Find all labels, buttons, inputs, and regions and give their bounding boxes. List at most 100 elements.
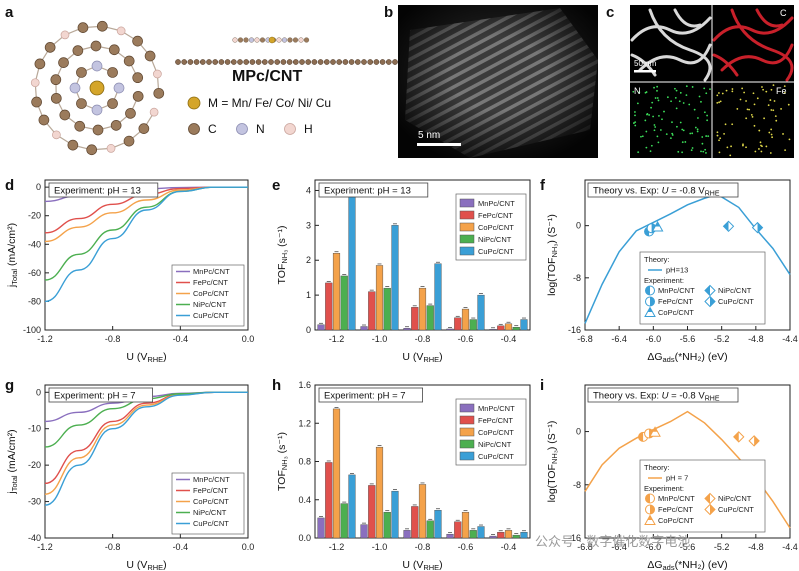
chart-i-legend-theory-label: Theory: bbox=[644, 463, 669, 472]
chart-e-y-tick-label: 2 bbox=[306, 255, 311, 265]
mpc-cnt-title: MPc/CNT bbox=[232, 68, 302, 85]
chart-i-legend-marker-mnpc-cnt bbox=[645, 493, 655, 504]
stem-scale-text: 5 nm bbox=[418, 130, 440, 141]
chart-e-bar-fepc-cnt bbox=[368, 291, 376, 331]
hydrogen-atom-icon bbox=[284, 123, 296, 135]
chart-g-x-tick-label: -1.2 bbox=[37, 542, 53, 552]
chart-e-x-tick-label: -1.0 bbox=[372, 334, 388, 344]
chart-f-marker-cupc-cnt bbox=[751, 221, 764, 234]
chart-e-bar-nipc-cnt bbox=[426, 305, 434, 331]
chart-h-bar-fepc-cnt bbox=[497, 532, 505, 539]
chart-g-legend-item: FePc/CNT bbox=[193, 486, 228, 495]
chart-h-bar-mnpc-cnt bbox=[360, 524, 368, 539]
eds-label-c: C bbox=[780, 8, 787, 18]
chart-e-bar-mnpc-cnt bbox=[489, 329, 497, 331]
chart-e-y-axis-label: TOFNH₃ (s⁻¹) bbox=[276, 226, 289, 285]
chart-i-title-box bbox=[587, 387, 739, 403]
chart-f-legend-marker-cupc-cnt bbox=[704, 295, 716, 308]
chart-e-legend-swatch bbox=[459, 198, 475, 208]
chart-f-x-tick-label: -6.0 bbox=[646, 334, 662, 344]
chart-e: -1.2 -1.0 -0.8 -0.6 -0.4 0 1 2 3 4 Experiment: pH … bbox=[276, 179, 531, 364]
chart-h-bar-cupc-cnt bbox=[348, 474, 356, 539]
chart-h-bar-copc-cnt bbox=[504, 530, 513, 539]
chart-h-bar-fepc-cnt bbox=[411, 506, 419, 539]
chart-h-bar-cupc-cnt bbox=[477, 526, 485, 539]
chart-h-y-tick-label: 1.6 bbox=[298, 380, 311, 390]
chart-d-series-cupc-cnt bbox=[44, 186, 248, 303]
chart-e-bar-cupc-cnt bbox=[348, 190, 356, 331]
chart-e-bar-mnpc-cnt bbox=[360, 326, 368, 331]
chart-i-marker-nipc-cnt bbox=[733, 431, 745, 443]
chart-h-title-box bbox=[318, 387, 423, 403]
chart-i-x-tick-label: -5.6 bbox=[680, 542, 696, 552]
chart-g-x-tick-label: -0.4 bbox=[173, 542, 189, 552]
chart-e-bar-fepc-cnt bbox=[454, 317, 462, 331]
chart-h-bar-nipc-cnt bbox=[340, 503, 348, 539]
chart-f-x-axis-label: ΔGads(*NH₂) (eV) bbox=[647, 351, 727, 364]
chart-h-y-tick-label: 0.8 bbox=[298, 457, 311, 467]
eds-haadf-map bbox=[630, 8, 712, 82]
chart-f-x-tick-label: -6.4 bbox=[611, 334, 627, 344]
chart-i-legend bbox=[639, 459, 766, 533]
chart-i-y-tick-label: 0 bbox=[576, 427, 581, 437]
chart-i-legend-item: MnPc/CNT bbox=[658, 494, 695, 503]
chart-e-bar-nipc-cnt bbox=[512, 327, 520, 331]
chart-h-bar-cupc-cnt bbox=[391, 490, 399, 539]
chart-e-title-box bbox=[318, 182, 429, 198]
chart-i-legend-item: NiPc/CNT bbox=[718, 494, 752, 503]
chart-e-legend-swatch bbox=[459, 222, 475, 232]
chart-i-x-axis-label: ΔGads(*NH₂) (eV) bbox=[647, 559, 727, 571]
chart-e-bar-copc-cnt bbox=[375, 265, 384, 331]
chart-e-title: Experiment: pH = 13 bbox=[324, 186, 411, 197]
chart-h-y-tick-label: 1.2 bbox=[298, 418, 311, 428]
panel-label-i: i bbox=[540, 377, 544, 394]
chart-i-legend-item: CoPc/CNT bbox=[658, 516, 694, 525]
chart-e-bar-nipc-cnt bbox=[469, 319, 477, 331]
chart-f-title: Theory vs. Exp: U = -0.8 VRHE bbox=[593, 186, 720, 198]
chart-g-series-cupc-cnt bbox=[44, 391, 248, 506]
chart-f-y-tick-label: -16 bbox=[568, 325, 581, 335]
chart-i-legend-marker-fepc-cnt bbox=[645, 504, 655, 515]
eds-iron-map bbox=[716, 84, 791, 157]
chart-d-legend-item: CuPc/CNT bbox=[193, 311, 229, 320]
chart-e-bar-copc-cnt bbox=[504, 323, 513, 331]
stem-scale-bar bbox=[417, 143, 461, 146]
chart-f-y-axis-label: log(TOFNH₃) (S⁻¹) bbox=[546, 214, 559, 296]
chart-e-bar-nipc-cnt bbox=[340, 275, 348, 331]
chart-i-x-tick-label: -6.8 bbox=[577, 542, 593, 552]
chart-g-y-tick-label: 0 bbox=[36, 387, 41, 397]
chart-f-x-tick-label: -5.6 bbox=[680, 334, 696, 344]
chart-d-x-tick-label: -1.2 bbox=[37, 334, 53, 344]
chart-d-legend-item: MnPc/CNT bbox=[193, 267, 230, 276]
chart-i-marker-copc-cnt bbox=[649, 426, 661, 437]
chart-d-y-tick-label: 0 bbox=[36, 182, 41, 192]
chart-i-x-tick-label: -6.4 bbox=[611, 542, 627, 552]
chart-d-title: Experiment: pH = 13 bbox=[54, 186, 141, 197]
chart-f-legend-theory-label: Theory: bbox=[644, 255, 669, 264]
chart-i-title: Theory vs. Exp: U = -0.8 VRHE bbox=[593, 391, 720, 403]
chart-g-legend-item: MnPc/CNT bbox=[193, 475, 230, 484]
chart-e-bar-copc-cnt bbox=[418, 287, 427, 331]
chart-e-x-tick-label: -1.2 bbox=[329, 334, 345, 344]
chart-h-x-axis-label: U (VRHE) bbox=[402, 559, 442, 571]
chart-h-title: Experiment: pH = 7 bbox=[324, 391, 406, 402]
chart-h-legend-swatch bbox=[459, 415, 475, 425]
chart-f-legend-marker-nipc-cnt bbox=[704, 284, 716, 297]
chart-f-marker-copc-cnt bbox=[651, 220, 664, 232]
chart-e-y-tick-label: 1 bbox=[306, 290, 311, 300]
chart-g-x-tick-label: -0.8 bbox=[105, 542, 121, 552]
chart-i-legend-item: CuPc/CNT bbox=[718, 505, 754, 514]
chart-f-marker-nipc-cnt bbox=[722, 220, 735, 233]
chart-h-y-tick-label: 0.4 bbox=[298, 495, 311, 505]
chart-e-bar-mnpc-cnt bbox=[403, 328, 411, 331]
chart-i-legend-exp-label: Experiment: bbox=[644, 484, 684, 493]
chart-g-y-tick-label: -20 bbox=[28, 460, 41, 470]
chart-h-bar-nipc-cnt bbox=[383, 511, 391, 539]
chart-i-legend-marker-nipc-cnt bbox=[704, 492, 716, 505]
chart-e-bar-fepc-cnt bbox=[411, 307, 419, 331]
chart-f-legend-item: CuPc/CNT bbox=[718, 297, 754, 306]
chart-h-x-tick-label: -0.6 bbox=[458, 542, 474, 552]
chart-h-bar-nipc-cnt bbox=[469, 530, 477, 539]
chart-d-y-tick-label: -60 bbox=[28, 268, 41, 278]
chart-g-y-tick-label: -10 bbox=[28, 424, 41, 434]
